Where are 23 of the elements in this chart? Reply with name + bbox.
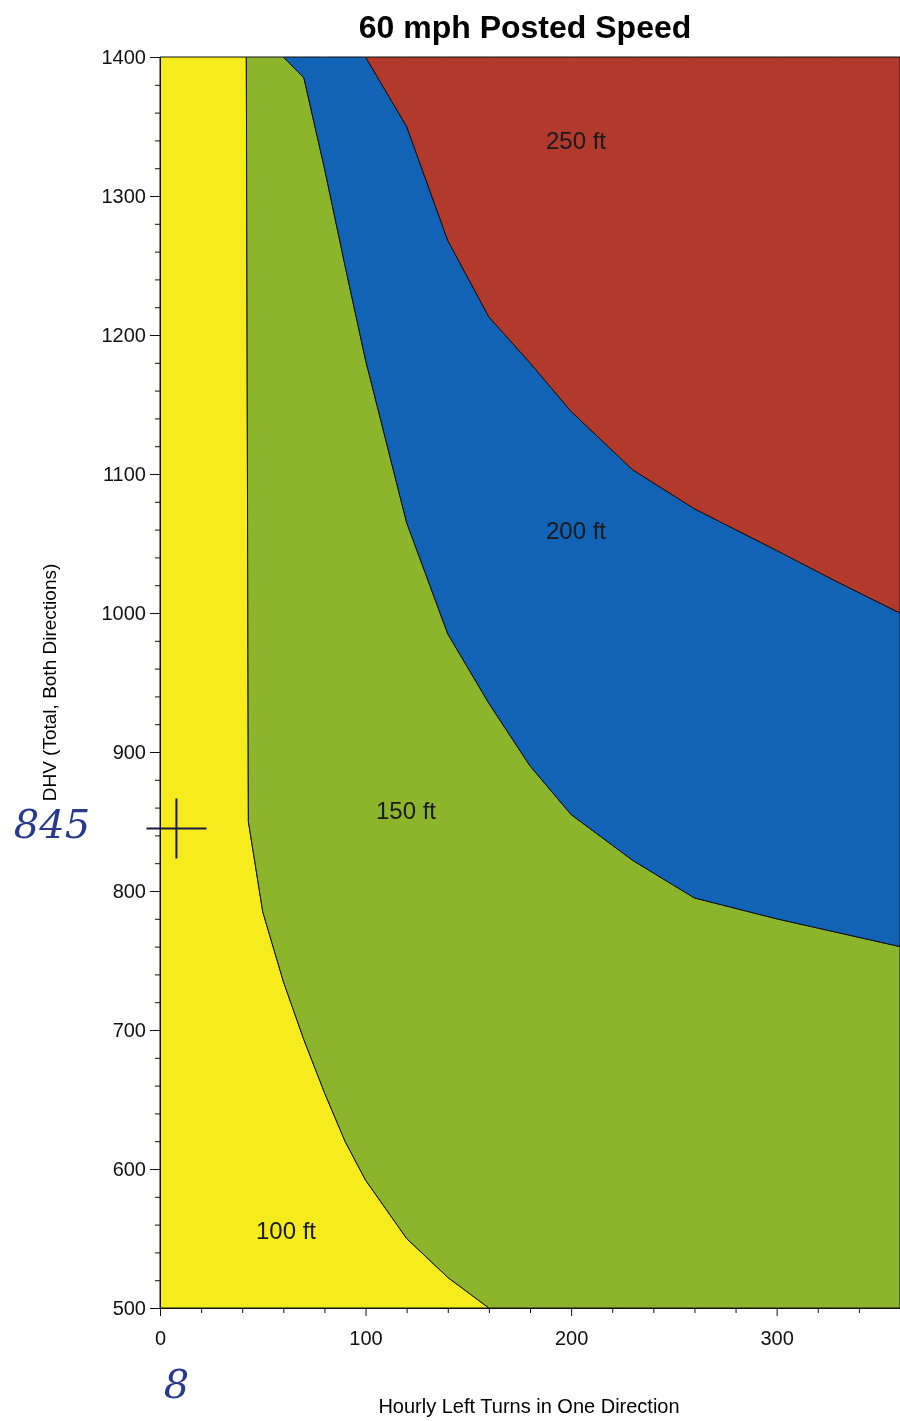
y-tick-label: 1200	[101, 323, 146, 346]
y-tick-label: 800	[112, 879, 146, 902]
y-tick-label: 500	[112, 1296, 146, 1319]
annotation: 8	[163, 1361, 190, 1407]
series-label: 100 ft	[255, 1217, 317, 1245]
y-tick-label: 1000	[101, 601, 146, 624]
x-tick-label: 200	[554, 1327, 589, 1349]
series-label: 150 ft	[375, 797, 437, 825]
annotation: 845	[13, 801, 91, 848]
y-tick-label: 1300	[101, 184, 146, 207]
y-tick-label: 1100	[102, 462, 146, 485]
series-label: 200 ft	[545, 517, 607, 545]
x-tick-label: 300	[760, 1327, 794, 1349]
y-axis-title: DHV (Total, Both Directions)	[39, 563, 60, 802]
y-tick-label: 900	[112, 740, 146, 763]
chart-title: 60 mph Posted Speed	[358, 9, 692, 45]
y-tick-label: 600	[112, 1157, 146, 1180]
y-tick-label: 700	[112, 1018, 146, 1041]
y-tick-label: 1400	[101, 45, 146, 68]
x-tick-label: 0	[154, 1327, 167, 1349]
x-axis-title: Hourly Left Turns in One Direction	[378, 1395, 680, 1417]
x-tick-label: 100	[349, 1327, 383, 1349]
series-label: 250 ft	[545, 127, 607, 155]
